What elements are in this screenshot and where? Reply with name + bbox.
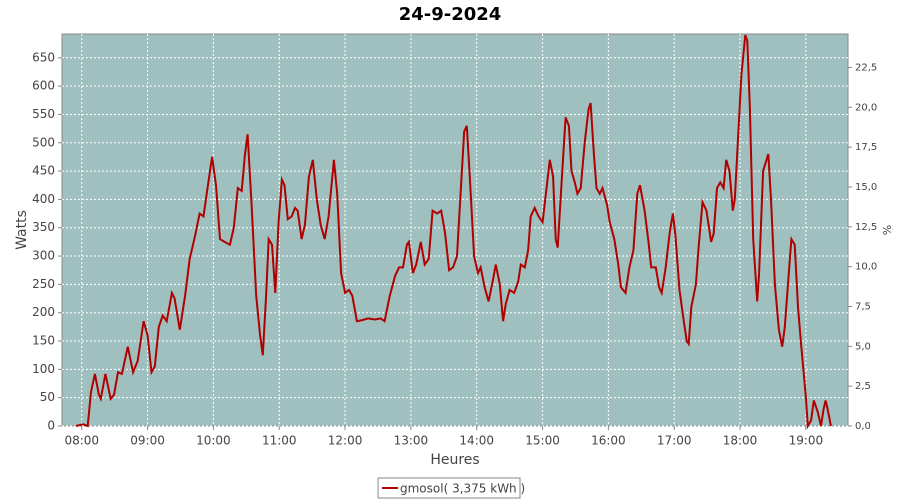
x-tick-label: 17:00 bbox=[657, 434, 692, 448]
y2-tick-label: 20,0 bbox=[855, 102, 877, 113]
x-tick-label: 16:00 bbox=[591, 434, 626, 448]
y-tick-label: 300 bbox=[32, 249, 55, 263]
x-tick-label: 13:00 bbox=[394, 434, 429, 448]
y-tick-label: 100 bbox=[32, 362, 55, 376]
y-tick-label: 150 bbox=[32, 334, 55, 348]
y2-tick-label: 5,0 bbox=[855, 341, 871, 352]
series-line bbox=[75, 34, 832, 430]
x-tick-label: 19:00 bbox=[789, 434, 824, 448]
x-tick-label: 11:00 bbox=[262, 434, 297, 448]
legend bbox=[377, 477, 521, 499]
y2-tick-label: 2,5 bbox=[855, 381, 871, 392]
x-tick-label: 10:00 bbox=[196, 434, 231, 448]
y-tick-label: 250 bbox=[32, 277, 55, 291]
y-tick-label: 350 bbox=[32, 220, 55, 234]
y2-axis-label: % bbox=[881, 225, 894, 235]
y-tick-label: 450 bbox=[32, 164, 55, 178]
y2-tick-label: 22,5 bbox=[855, 62, 877, 73]
y-tick-label: 0 bbox=[47, 419, 55, 433]
x-tick-label: 09:00 bbox=[130, 434, 165, 448]
legend-label: gmosol( 3,375 kWh ) bbox=[400, 482, 525, 496]
y-tick-label: 650 bbox=[32, 50, 55, 64]
x-tick-label: 12:00 bbox=[328, 434, 363, 448]
y-tick-label: 500 bbox=[32, 135, 55, 149]
y-axis-label: Watts bbox=[14, 210, 30, 250]
y2-tick-label: 10,0 bbox=[855, 262, 877, 273]
x-axis-label: Heures bbox=[430, 452, 479, 468]
y-tick-label: 50 bbox=[40, 390, 55, 404]
y2-tick-label: 0,0 bbox=[855, 421, 871, 432]
x-tick-label: 18:00 bbox=[723, 434, 758, 448]
y2-tick-label: 7,5 bbox=[855, 301, 871, 312]
y2-tick-label: 17,5 bbox=[855, 142, 877, 153]
y2-tick-label: 12,5 bbox=[855, 222, 877, 233]
x-tick-label: 15:00 bbox=[525, 434, 560, 448]
x-tick-label: 08:00 bbox=[64, 434, 99, 448]
x-tick-label: 14:00 bbox=[459, 434, 494, 448]
chart-title: 24-9-2024 bbox=[399, 4, 502, 25]
y-tick-label: 600 bbox=[32, 79, 55, 93]
plot-background bbox=[61, 33, 849, 427]
y-tick-label: 550 bbox=[32, 107, 55, 121]
y-tick-label: 400 bbox=[32, 192, 55, 206]
y-tick-label: 200 bbox=[32, 305, 55, 319]
y2-tick-label: 15,0 bbox=[855, 182, 877, 193]
